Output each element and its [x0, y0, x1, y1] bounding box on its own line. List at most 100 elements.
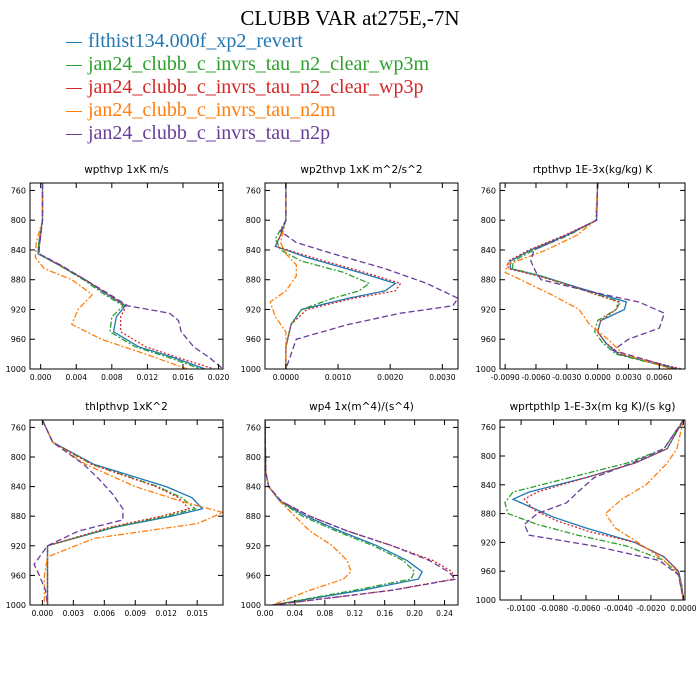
y-tick-label: 800: [11, 216, 26, 225]
y-tick-label: 1000: [476, 365, 496, 374]
y-tick-label: 800: [246, 216, 261, 225]
series-line: [41, 420, 204, 605]
y-tick-label: 960: [11, 335, 26, 344]
series-line: [265, 420, 458, 605]
series-line: [34, 183, 188, 369]
y-tick-label: 960: [246, 571, 261, 580]
series-line: [274, 183, 402, 369]
y-tick-label: 920: [481, 538, 496, 547]
y-tick-label: 760: [481, 186, 496, 195]
x-tick-label: 0.0010: [325, 373, 351, 382]
x-tick-label: 0.015: [186, 609, 208, 618]
chart-title: wp4 1x(m^4)/(s^4): [309, 401, 414, 413]
legend-item: jan24_clubb_c_invrs_tau_n2_clear_wp3m: [66, 53, 429, 76]
series-line: [265, 420, 416, 605]
plot-frame: [499, 182, 686, 370]
x-tick-label: 0.04: [287, 609, 304, 618]
series-line: [274, 183, 371, 369]
series-line: [38, 183, 223, 369]
legend-line-icon: [66, 87, 82, 89]
figure-title: CLUBB VAR at275E,-7N: [240, 6, 460, 30]
series-line: [33, 420, 124, 605]
x-tick-label: 0.20: [406, 609, 423, 618]
y-tick-label: 880: [246, 512, 261, 521]
y-tick-label: 1000: [6, 365, 26, 374]
y-tick-label: 840: [246, 483, 261, 492]
plot-frame: [264, 419, 459, 606]
legend-label: jan24_clubb_c_invrs_tau_n2_clear_wp3p: [88, 76, 424, 98]
chart-title: wpthvp 1xK m/s: [84, 164, 169, 176]
x-tick-label: 0.003: [63, 609, 85, 618]
x-tick-label: 0.0030: [615, 373, 641, 382]
y-tick-label: 880: [246, 276, 261, 285]
y-tick-label: 960: [11, 571, 26, 580]
x-tick-label: 0.012: [155, 609, 177, 618]
x-tick-label: 0.0020: [377, 373, 403, 382]
x-tick-label: 0.012: [137, 373, 159, 382]
legend-line-icon: [66, 64, 82, 66]
y-tick-label: 800: [481, 452, 496, 461]
series-line: [38, 183, 215, 369]
chart-panel: rtpthvp 1E-3x(kg/kg) K 760 800 840 880 920 960…: [476, 164, 686, 382]
y-tick-label: 760: [246, 186, 261, 195]
x-tick-label: 0.0030: [429, 373, 455, 382]
chart-panel: wp2thvp 1xK m^2/s^2 760 800 840 880 920 960 100…: [241, 164, 459, 382]
series-line: [279, 183, 458, 369]
series-line: [274, 183, 397, 369]
y-tick-label: 840: [11, 246, 26, 255]
legend-item: jan24_clubb_c_invrs_tau_n2m: [66, 99, 429, 122]
plot-frame: [264, 182, 459, 370]
y-tick-label: 960: [246, 335, 261, 344]
y-tick-label: 760: [11, 423, 26, 432]
x-tick-label: 0.00: [257, 609, 274, 618]
series-line: [269, 183, 297, 369]
x-tick-label: 0.006: [94, 609, 116, 618]
x-tick-label: 0.0000: [273, 373, 299, 382]
x-tick-label: 0.000: [32, 609, 54, 618]
series-line: [530, 183, 678, 369]
y-tick-label: 960: [481, 335, 496, 344]
series-line: [41, 420, 191, 605]
y-tick-label: 920: [246, 542, 261, 551]
series-line: [265, 420, 352, 605]
series-line: [604, 420, 685, 600]
series-line: [265, 420, 423, 605]
chart-title: rtpthvp 1E-3x(kg/kg) K: [533, 164, 654, 176]
chart-title: wprtpthlp 1-E-3x(m kg K)/(s kg): [510, 401, 676, 413]
y-tick-label: 840: [11, 483, 26, 492]
x-tick-label: -0.0100: [507, 604, 536, 613]
series-line: [523, 420, 685, 600]
x-tick-label: 0.12: [346, 609, 363, 618]
y-tick-label: 800: [481, 216, 496, 225]
y-tick-label: 920: [246, 305, 261, 314]
x-tick-label: 0.08: [316, 609, 333, 618]
y-tick-label: 1000: [241, 365, 261, 374]
chart-panel: wp4 1x(m^4)/(s^4)76080084088092096010000…: [241, 401, 459, 618]
series-line: [509, 183, 678, 369]
y-tick-label: 760: [481, 423, 496, 432]
y-tick-label: 880: [11, 512, 26, 521]
y-tick-label: 920: [11, 305, 26, 314]
x-tick-label: -0.0040: [604, 604, 633, 613]
y-tick-label: 880: [481, 510, 496, 519]
y-tick-label: 840: [246, 246, 261, 255]
y-tick-label: 800: [11, 453, 26, 462]
legend-line-icon: [66, 41, 82, 43]
series-line: [523, 420, 685, 600]
series-line: [265, 420, 455, 605]
x-tick-label: 0.008: [101, 373, 123, 382]
y-tick-label: 760: [11, 186, 26, 195]
legend-label: jan24_clubb_c_invrs_tau_n2_clear_wp3m: [88, 53, 430, 75]
y-tick-label: 1000: [476, 596, 496, 605]
legend-item: jan24_clubb_c_invrs_tau_n2p: [66, 122, 429, 145]
series-line: [37, 183, 202, 369]
x-tick-label: 0.0000: [670, 604, 696, 613]
x-tick-label: 0.24: [436, 609, 453, 618]
y-tick-label: 920: [481, 305, 496, 314]
legend-label: jan24_clubb_c_invrs_tau_n2p: [88, 122, 331, 144]
y-tick-label: 800: [246, 453, 261, 462]
x-tick-label: 0.016: [172, 373, 194, 382]
series-line: [504, 420, 685, 600]
legend-label: jan24_clubb_c_invrs_tau_n2m: [88, 99, 336, 121]
